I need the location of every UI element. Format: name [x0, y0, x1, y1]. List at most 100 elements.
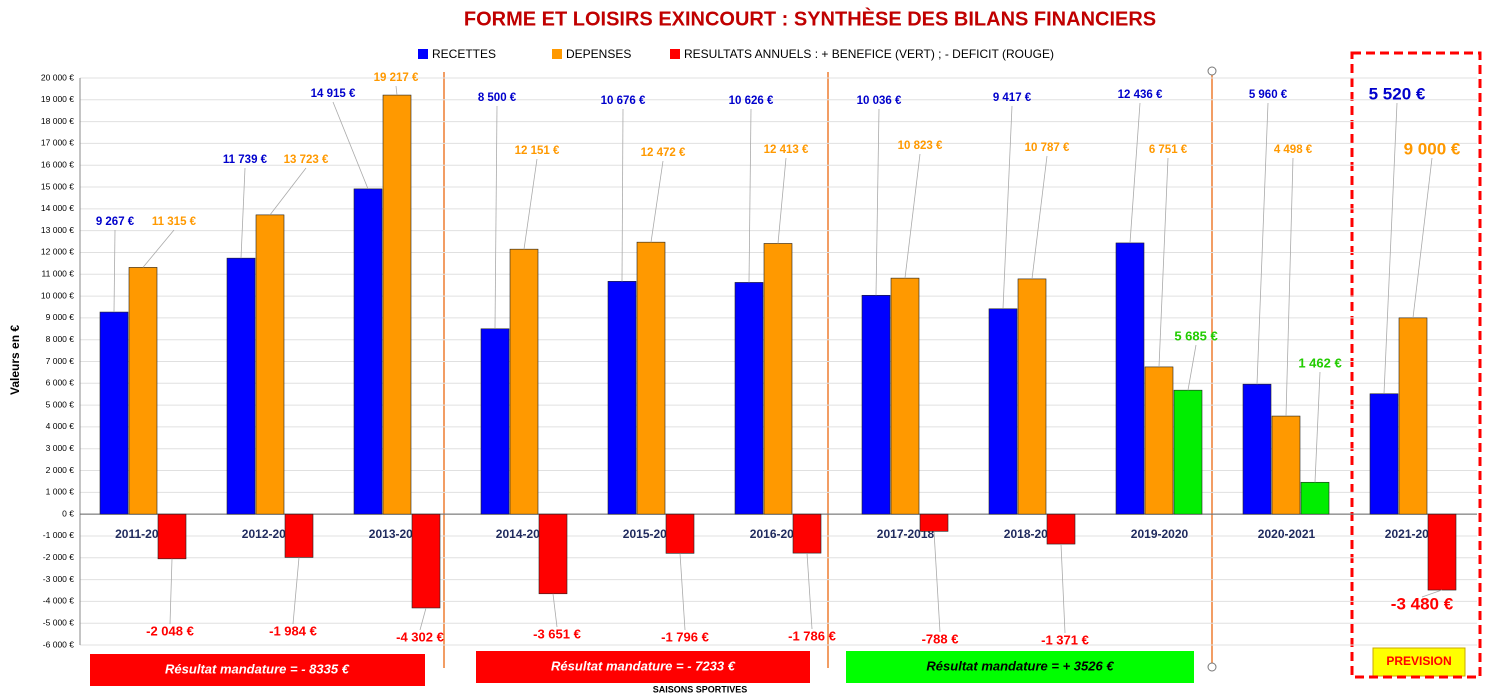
leader-line [1285, 157, 1294, 417]
leader-line [1129, 102, 1141, 243]
y-tick-label: 3 000 € [46, 443, 75, 453]
bar [861, 294, 891, 515]
bar [636, 241, 666, 515]
data-label: 12 413 € [764, 144, 809, 156]
y-tick-label: -5 000 € [43, 617, 74, 627]
bar [284, 513, 314, 558]
forecast-box [1372, 647, 1466, 677]
leader-line [1383, 102, 1398, 394]
data-label: 10 787 € [1025, 142, 1070, 154]
forecast-label: PREVISION [1386, 654, 1451, 668]
data-label: -788 € [922, 631, 959, 646]
data-label: -1 796 € [661, 629, 709, 644]
bar [988, 308, 1018, 515]
mandate-box [846, 651, 1194, 683]
leader-line [748, 108, 752, 283]
y-tick-label: 15 000 € [41, 181, 74, 191]
legend-label: RECETTES [432, 47, 496, 61]
leader-line [904, 153, 921, 279]
bar [1427, 513, 1457, 591]
y-tick-label: 4 000 € [46, 421, 75, 431]
leader-line [1412, 157, 1433, 318]
bar [1300, 481, 1330, 515]
data-label: -1 371 € [1041, 632, 1089, 647]
bar [607, 281, 637, 515]
forecast-frame [1350, 51, 1482, 679]
mandate-result: Résultat mandature = - 7233 € [551, 658, 736, 673]
y-tick-label: 0 € [62, 508, 74, 518]
leader-line [650, 160, 664, 243]
leader-line [1158, 157, 1169, 367]
y-tick-label: -6 000 € [43, 639, 74, 649]
bar [509, 248, 539, 515]
x-axis-label: SAISONS SPORTIVES [653, 684, 748, 694]
y-tick-label: 2 000 € [46, 465, 75, 475]
leader-line [494, 105, 498, 329]
data-label: -1 786 € [788, 628, 836, 643]
bar [226, 257, 256, 515]
data-label: 4 498 € [1274, 144, 1313, 156]
legend-swatch [670, 49, 680, 59]
data-label: 10 626 € [729, 95, 774, 107]
bar [538, 513, 568, 595]
y-axis-label: Valeurs en € [8, 325, 22, 395]
leader-line [1314, 371, 1321, 483]
leader-line [269, 167, 307, 216]
y-tick-label: 17 000 € [41, 138, 74, 148]
y-tick-label: 14 000 € [41, 203, 74, 213]
legend-label: DEPENSES [566, 47, 631, 61]
data-label: -3 480 € [1391, 594, 1454, 613]
leader-line [1187, 344, 1197, 391]
bar [128, 267, 158, 515]
bar [763, 243, 793, 515]
bar [890, 277, 920, 515]
leader-line [679, 553, 686, 631]
bar [1173, 389, 1203, 515]
leader-line [933, 531, 941, 633]
leader-line [142, 229, 175, 268]
y-tick-label: 5 000 € [46, 399, 75, 409]
data-label: -4 302 € [396, 629, 444, 644]
y-tick-label: 11 000 € [42, 269, 75, 279]
y-tick-label: 20 000 € [41, 72, 74, 82]
bar [1369, 393, 1399, 515]
data-label: 8 500 € [478, 92, 517, 104]
y-tick-label: 1 000 € [46, 487, 75, 497]
y-tick-label: -3 000 € [43, 574, 74, 584]
leader-line [419, 607, 427, 631]
mandate-result: Résultat mandature = + 3526 € [926, 658, 1114, 673]
data-label: 10 823 € [898, 140, 943, 152]
chart-title: FORME ET LOISIRS EXINCOURT : SYNTHÈSE DE… [464, 7, 1156, 30]
leader-line [240, 167, 246, 259]
leader-line [1060, 544, 1066, 634]
data-label: 12 436 € [1118, 89, 1163, 101]
data-label: 5 685 € [1174, 328, 1217, 343]
data-label: 11 315 € [152, 216, 197, 228]
data-label: 5 960 € [1249, 89, 1288, 101]
bar [1115, 242, 1145, 515]
y-tick-label: 7 000 € [46, 356, 75, 366]
bar [1144, 366, 1174, 515]
leader-line [332, 101, 369, 190]
y-tick-label: 12 000 € [41, 247, 74, 257]
mandate-box [90, 654, 425, 686]
y-tick-label: 13 000 € [41, 225, 74, 235]
bar [353, 188, 383, 515]
y-tick-label: -2 000 € [43, 552, 74, 562]
data-label: 10 036 € [857, 95, 902, 107]
legend-swatch [418, 49, 428, 59]
bar [411, 513, 441, 609]
y-tick-label: 6 000 € [46, 378, 75, 388]
bar [1398, 317, 1428, 515]
bar [919, 513, 949, 532]
data-label: -1 984 € [269, 623, 317, 638]
bar [665, 513, 695, 554]
y-tick-label: -1 000 € [43, 530, 74, 540]
y-tick-label: -4 000 € [43, 596, 74, 606]
y-tick-label: 16 000 € [41, 159, 74, 169]
leader-line [1002, 105, 1013, 309]
leader-line [621, 108, 624, 282]
x-tick-label: 2020-2021 [1258, 527, 1316, 541]
data-label: 5 520 € [1369, 84, 1426, 103]
